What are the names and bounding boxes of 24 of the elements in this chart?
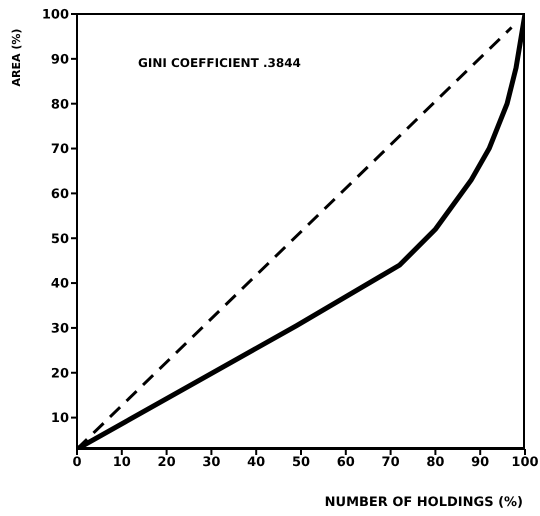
y-tick-label: 20 bbox=[50, 366, 69, 382]
y-tick-label: 40 bbox=[50, 276, 69, 292]
y-tick-label: 100 bbox=[42, 8, 69, 23]
annotation: GINI COEFFICIENT .3844 bbox=[138, 56, 301, 70]
x-tick-label: 70 bbox=[382, 455, 400, 470]
x-tick-label: 100 bbox=[511, 455, 539, 470]
y-tick-label: 30 bbox=[50, 322, 69, 337]
y-tick-label: 10 bbox=[50, 411, 69, 426]
y-tick-label: 80 bbox=[50, 97, 69, 112]
x-axis-title: NUMBER OF HOLDINGS (%) bbox=[324, 495, 523, 510]
y-tick-label: 60 bbox=[50, 186, 69, 202]
y-axis-title: AREA (%) bbox=[10, 28, 23, 86]
y-tick-label: 90 bbox=[50, 52, 69, 68]
y-tick-label: 50 bbox=[50, 232, 69, 247]
x-tick-label: 50 bbox=[292, 455, 310, 470]
y-tick-label: 70 bbox=[50, 142, 69, 158]
x-tick-label: 30 bbox=[202, 455, 220, 470]
x-tick-label: 80 bbox=[426, 455, 444, 470]
x-tick-label: 0 bbox=[72, 455, 82, 470]
x-tick-label: 20 bbox=[158, 455, 176, 470]
x-tick-label: 10 bbox=[112, 455, 131, 470]
x-tick-label: 40 bbox=[247, 455, 266, 470]
x-tick-label: 60 bbox=[336, 455, 355, 470]
x-tick-label: 90 bbox=[471, 455, 490, 470]
